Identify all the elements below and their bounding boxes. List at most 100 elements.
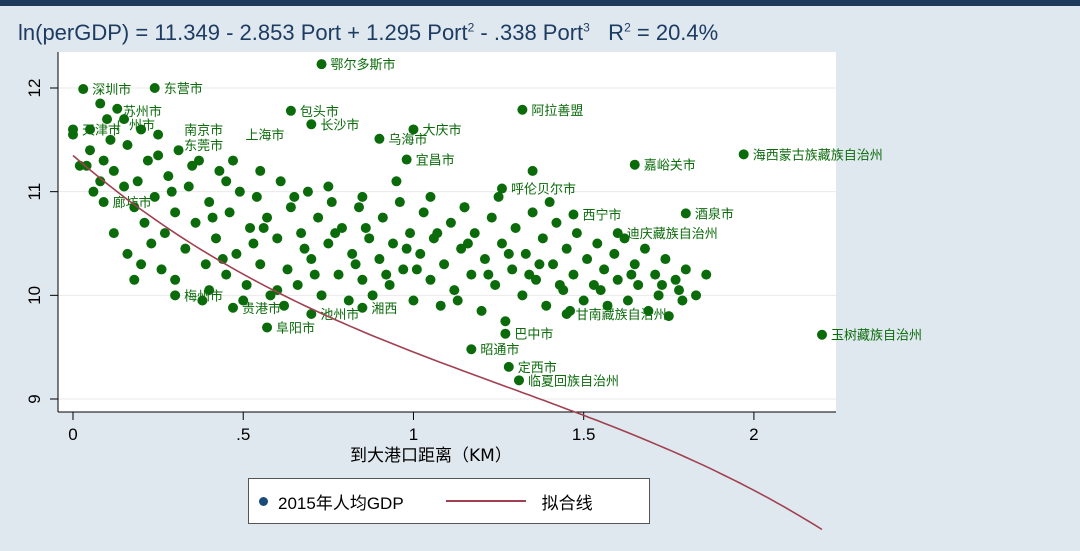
data-point [323, 181, 334, 192]
data-point [571, 228, 582, 239]
point-label: 乌海市 [388, 132, 427, 148]
data-point [622, 295, 633, 306]
data-point [531, 274, 542, 285]
data-point [265, 290, 276, 301]
data-point [360, 222, 371, 233]
data-point [680, 264, 691, 275]
data-point-labeled [306, 119, 317, 130]
data-point [180, 243, 191, 254]
data-point-labeled [817, 329, 827, 340]
data-point [374, 254, 385, 265]
data-point [462, 238, 473, 249]
data-point [204, 285, 215, 296]
point-label: 嘉峪关市 [644, 158, 696, 174]
data-point [425, 274, 436, 285]
data-point-labeled [149, 83, 160, 93]
data-point [316, 290, 327, 301]
data-point [537, 233, 548, 244]
data-point [292, 279, 303, 290]
data-point-labeled [503, 361, 514, 372]
y-tick-label-3: 12 [25, 79, 44, 98]
data-point [238, 295, 249, 306]
data-point [377, 212, 388, 223]
data-point [166, 186, 177, 197]
data-point-labeled [466, 344, 477, 355]
legend: 2015年人均GDP 拟合线 [248, 478, 650, 524]
data-point [323, 238, 334, 249]
data-point [190, 217, 201, 228]
title-prefix: ln(perGDP) = 11.349 - 2.853 Port + 1.295… [18, 20, 468, 45]
point-label: 玉树藏族自治州 [831, 328, 922, 344]
data-point [170, 207, 181, 218]
title-r: R [589, 20, 625, 45]
data-point [139, 217, 150, 228]
x-axis-label: 到大港口距离（KM） [350, 446, 512, 466]
data-point [425, 191, 436, 202]
data-point [289, 191, 300, 202]
data-point [234, 186, 245, 197]
data-point [85, 145, 96, 156]
data-point-labeled [306, 308, 317, 319]
data-point-labeled [629, 159, 640, 170]
data-point [245, 222, 256, 233]
data-point [258, 222, 269, 233]
data-point [398, 264, 409, 275]
data-point [405, 228, 416, 239]
data-point [112, 103, 123, 114]
data-point-labeled [262, 322, 273, 333]
data-point [207, 212, 218, 223]
point-label: 东莞市 [184, 138, 223, 154]
point-label: 广州市 [116, 117, 155, 133]
data-point [296, 228, 307, 239]
data-point [357, 191, 368, 202]
data-point [333, 269, 344, 280]
data-point [129, 274, 140, 285]
data-point [279, 300, 290, 311]
data-point [302, 186, 313, 197]
data-point [364, 233, 375, 244]
point-label: 天津市 [82, 122, 121, 138]
data-point [204, 197, 215, 208]
data-point [602, 300, 613, 311]
data-point [507, 264, 518, 275]
legend-item-scatter: 2015年人均GDP [259, 489, 404, 514]
data-point [163, 171, 174, 182]
point-label: 苏州市 [123, 104, 162, 120]
data-point [524, 269, 535, 280]
data-point-labeled [517, 104, 528, 115]
data-point [88, 186, 99, 197]
data-point [193, 155, 204, 166]
data-point [595, 285, 606, 296]
point-label: 定西市 [518, 360, 557, 376]
data-point [456, 243, 467, 254]
data-point [534, 259, 545, 270]
data-point [418, 207, 429, 218]
data-point [330, 228, 341, 239]
data-point [520, 248, 531, 259]
data-point [639, 243, 650, 254]
data-point [210, 233, 221, 244]
point-label: 海西蒙古族藏族自治州 [753, 147, 883, 163]
title-suffix: = 20.4% [630, 20, 719, 45]
y-tick-label-0: 9 [25, 394, 44, 403]
point-label: 包头市 [300, 104, 339, 120]
data-point [394, 197, 405, 208]
data-point [353, 202, 364, 213]
fit-line [72, 154, 823, 531]
data-point [336, 222, 347, 233]
data-point [415, 248, 426, 259]
data-point [102, 114, 113, 125]
data-point-labeled [496, 183, 507, 194]
data-point [653, 290, 664, 301]
data-point-labeled [568, 209, 579, 220]
data-point [435, 300, 446, 311]
data-point-labeled [357, 302, 368, 313]
data-point [146, 238, 157, 249]
data-point [449, 285, 460, 296]
data-point [221, 269, 232, 280]
data-point [503, 248, 514, 259]
data-point [350, 259, 361, 270]
data-point [255, 165, 266, 176]
data-point [411, 264, 422, 275]
point-label: 东营市 [164, 81, 203, 97]
